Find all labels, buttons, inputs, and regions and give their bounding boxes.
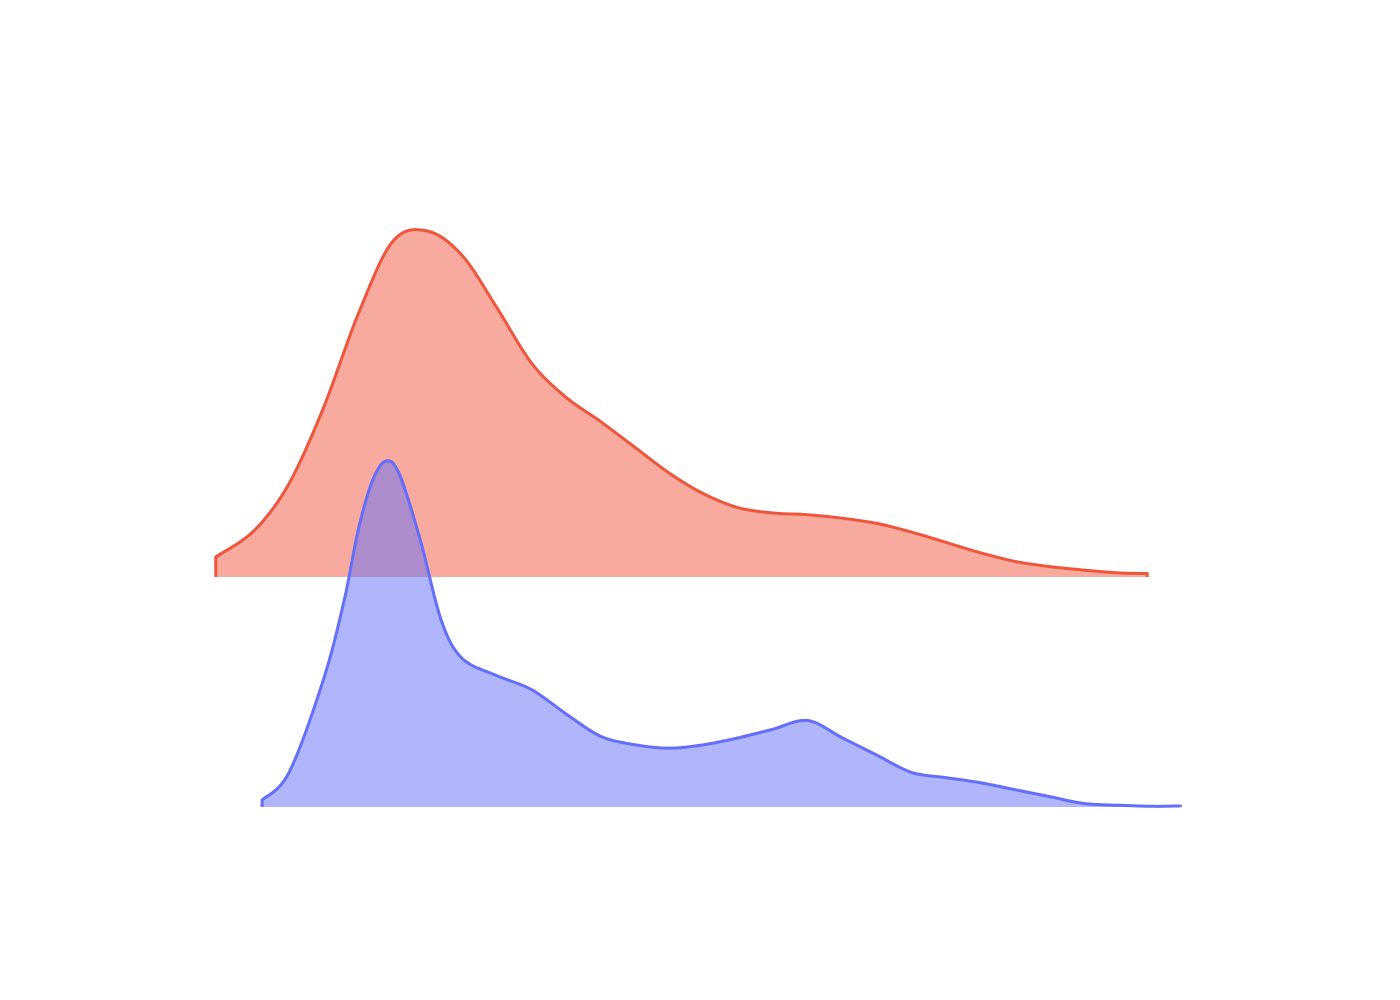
ridge-line-1 <box>214 228 1149 577</box>
series-layer <box>214 228 1182 808</box>
ridge-series-2 <box>260 459 1182 808</box>
ridge-area-2 <box>262 460 1181 807</box>
ridge-area-1 <box>215 229 1148 578</box>
ridge-line-2 <box>260 459 1182 808</box>
ridge-series-1 <box>214 228 1149 578</box>
